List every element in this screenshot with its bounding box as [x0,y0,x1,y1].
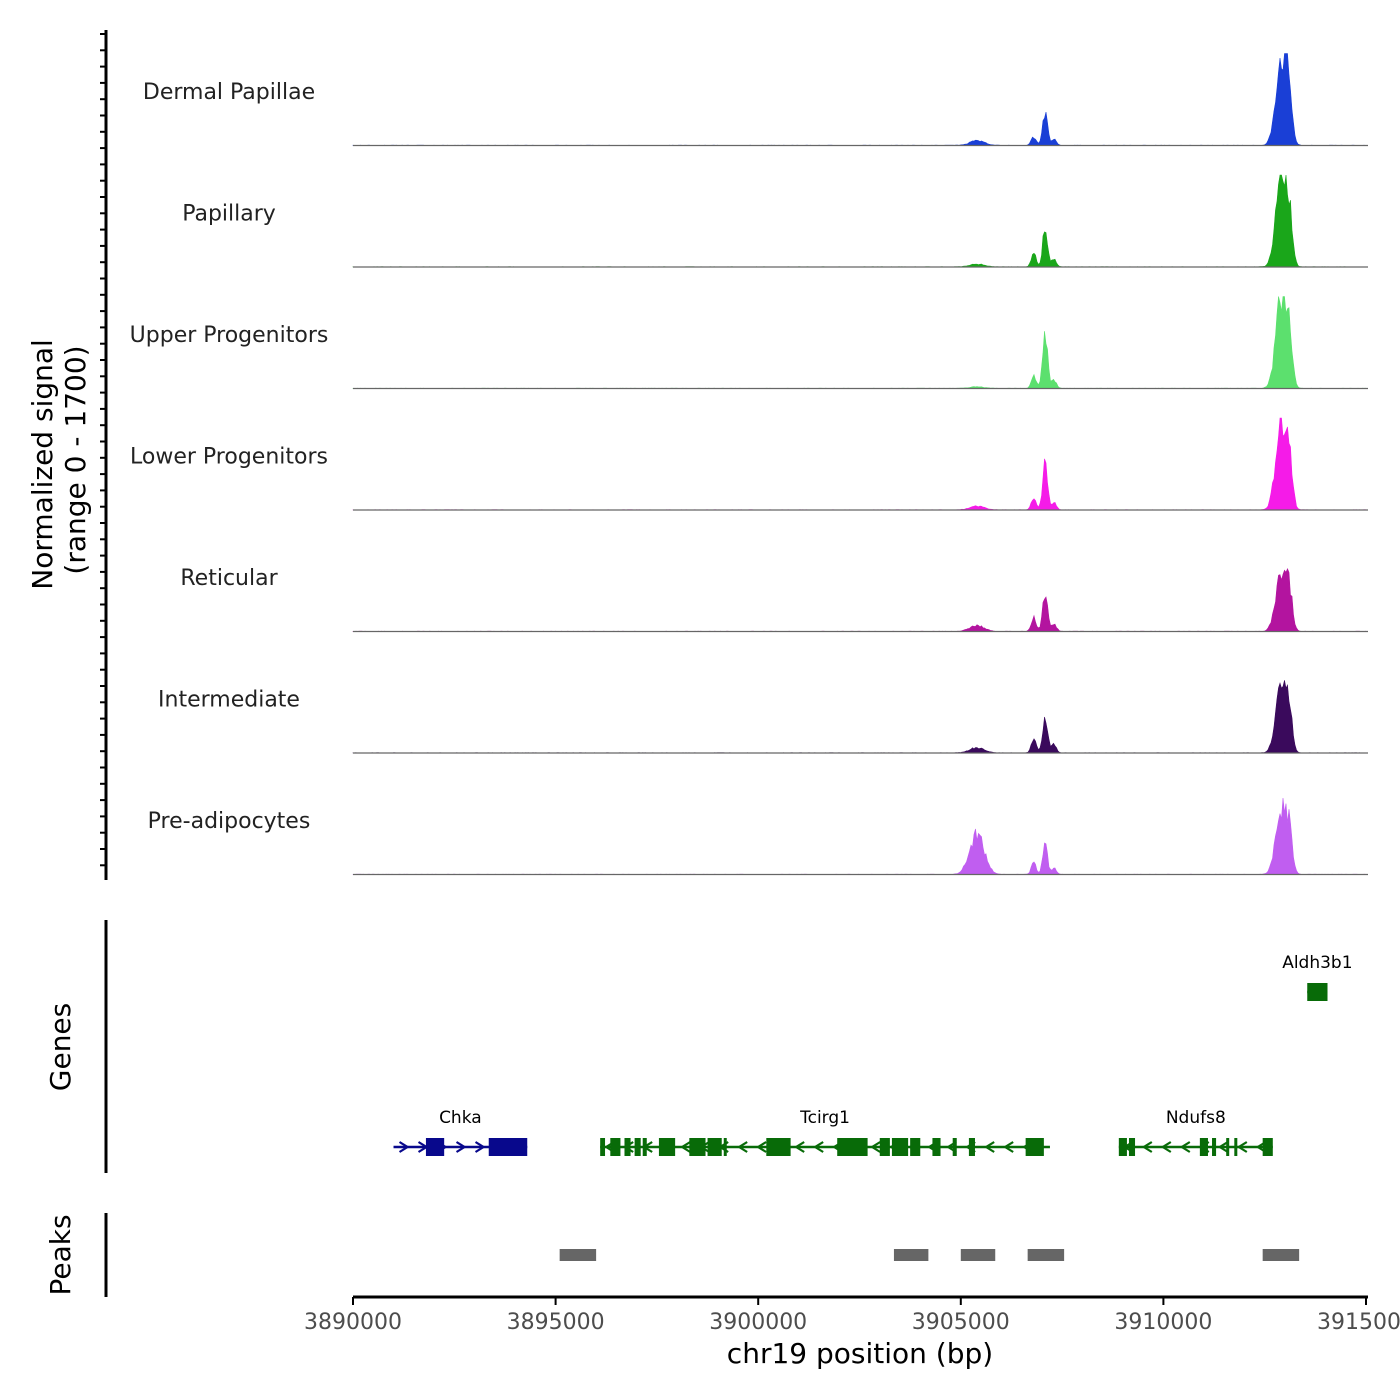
gene-model: Ndufs8 [1118,1108,1273,1156]
y-axis-title-line2: (range 0 - 1700) [59,345,92,574]
gene-exon [689,1138,706,1156]
strand-arrow [1217,1141,1229,1153]
strand-arrow [1141,1141,1153,1153]
signal-area [352,53,1367,146]
coverage-track: Papillary [182,174,1368,268]
coverage-track: Intermediate [158,680,1368,754]
x-tick-label: 3890000 [304,1310,402,1335]
gene-exon [642,1138,647,1156]
peak-region [960,1249,996,1261]
genes-track-title: Genes [44,1003,77,1091]
gene-exon [488,1138,528,1156]
x-tick-label: 3910000 [1114,1310,1212,1335]
signal-area [352,296,1368,389]
gene-label: Chka [439,1108,482,1128]
coverage-track: Dermal Papillae [143,53,1368,147]
gene-exon [932,1138,941,1156]
gene-model: Tcirg1 [600,1108,1050,1156]
signal-y-axis-ticks [100,33,106,867]
gene-exon [891,1138,909,1156]
gene-exon [634,1138,641,1156]
gene-label: Tcirg1 [799,1108,850,1128]
gene-exon [1307,983,1328,1001]
gene-exon [1262,1138,1273,1156]
gene-model: Chka [393,1108,528,1156]
strand-arrow [455,1141,467,1153]
coverage-track: Reticular [180,566,1368,633]
gene-annotations: Chka Tcirg1 Ndufs8 Aldh3b1 [393,953,1353,1156]
signal-area [352,568,1368,632]
peak-region [893,1249,929,1261]
strand-arrow [794,1141,805,1153]
track-label: Intermediate [158,688,300,713]
gene-exon [723,1138,727,1156]
x-tick-label: 3905000 [912,1310,1010,1335]
strand-arrow [1003,1141,1014,1153]
y-axis-title-line1: Normalized signal [26,339,59,590]
gene-exon [952,1138,957,1156]
x-axis-title: chr19 position (bp) [727,1337,993,1370]
gene-exon [425,1138,445,1156]
x-tick-label: 3915000 [1317,1310,1400,1335]
strand-arrow [870,1141,881,1153]
gene-exon [1226,1138,1230,1156]
strand-arrow [1236,1141,1248,1153]
gene-exon [968,1138,975,1156]
gene-exon [1025,1138,1044,1156]
peaks-track-title: Peaks [44,1214,77,1295]
peak-region [559,1249,597,1261]
gene-label: Aldh3b1 [1282,953,1352,973]
peak-region [1027,1249,1065,1261]
gene-exon [1128,1138,1136,1156]
strand-arrow [680,1141,691,1153]
peak-region [1262,1249,1300,1261]
track-label: Lower Progenitors [130,445,328,470]
gene-exon [910,1138,921,1156]
gene-exon [1118,1138,1127,1156]
strand-arrow [1160,1141,1172,1153]
gene-exon [766,1138,791,1156]
strand-arrow [756,1141,767,1153]
signal-area [352,797,1367,875]
track-label: Upper Progenitors [130,323,329,348]
signal-area [352,174,1366,268]
strand-arrow [398,1141,410,1153]
y-axis-title: Normalized signal (range 0 - 1700) [26,330,92,589]
x-tick-label: 3895000 [507,1310,605,1335]
gene-exon [600,1138,606,1156]
x-tick-label: 3900000 [709,1310,807,1335]
gene-exon [1199,1138,1208,1156]
gene-exon [707,1138,722,1156]
coverage-track: Lower Progenitors [130,417,1368,511]
peak-regions [559,1249,1300,1261]
gene-exon [658,1138,676,1156]
gene-model: Aldh3b1 [1282,953,1353,1001]
gene-label: Ndufs8 [1166,1108,1226,1128]
gene-exon [837,1138,868,1156]
gene-exon [1234,1138,1238,1156]
gene-exon [879,1138,890,1156]
gene-exon [610,1138,621,1156]
strand-arrow [1179,1141,1191,1153]
coverage-tracks: Dermal Papillae Papillary Upper Progenitor… [130,53,1368,876]
x-axis-ticks: 3890000 3895000 3900000 3905000 3910000 39150… [304,1297,1400,1335]
coverage-track: Upper Progenitors [130,296,1368,390]
strand-arrow [984,1141,995,1153]
gene-exon [1212,1138,1217,1156]
strand-arrow [737,1141,748,1153]
coverage-track: Pre-adipocytes [148,797,1368,876]
strand-arrow [474,1141,486,1153]
track-label: Papillary [182,202,276,227]
track-label: Reticular [180,566,278,591]
gene-exon [624,1138,631,1156]
signal-area [352,417,1368,511]
strand-arrow [813,1141,824,1153]
track-label: Pre-adipocytes [148,809,311,834]
track-label: Dermal Papillae [143,80,315,105]
signal-area [352,680,1367,754]
